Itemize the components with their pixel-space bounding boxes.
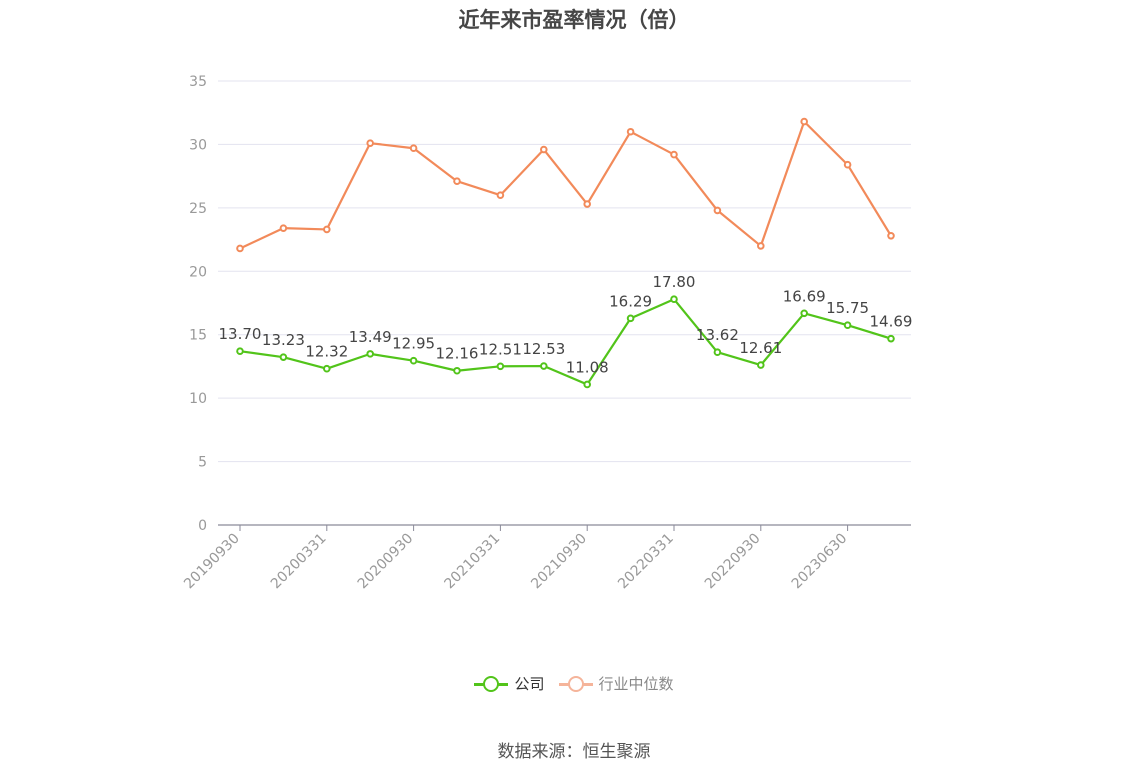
x-tick-label: 20210930 bbox=[528, 531, 590, 593]
data-point-industry-median bbox=[757, 242, 765, 250]
data-point-industry-median bbox=[236, 244, 244, 253]
x-tick-label: 20220331 bbox=[615, 531, 677, 593]
data-point-company bbox=[236, 347, 244, 356]
data-label: 16.29 bbox=[609, 292, 652, 310]
x-tick-label: 20220930 bbox=[702, 531, 764, 593]
data-point-industry-median bbox=[626, 127, 635, 136]
data-point-industry-median bbox=[540, 145, 548, 154]
data-source: 数据来源：恒生聚源 bbox=[497, 742, 651, 762]
data-point-industry-median bbox=[453, 177, 461, 186]
y-tick-label: 15 bbox=[189, 328, 207, 344]
legend-company-label: 公司 bbox=[514, 675, 545, 693]
data-point-company bbox=[453, 366, 461, 375]
data-point-company bbox=[713, 348, 722, 357]
x-tick-label: 20200331 bbox=[268, 531, 330, 593]
data-label: 13.49 bbox=[349, 328, 392, 346]
data-point-company bbox=[670, 295, 678, 303]
data-point-industry-median bbox=[583, 200, 592, 208]
data-label: 13.23 bbox=[262, 331, 305, 349]
data-point-company bbox=[323, 364, 331, 373]
data-label: 13.62 bbox=[696, 326, 739, 344]
y-tick-label: 25 bbox=[189, 201, 207, 217]
data-point-industry-median bbox=[366, 139, 375, 147]
data-point-company bbox=[800, 309, 809, 318]
data-point-industry-median bbox=[670, 150, 678, 159]
data-label: 17.80 bbox=[653, 273, 696, 291]
data-label: 16.69 bbox=[783, 287, 826, 305]
data-point-company bbox=[583, 380, 592, 389]
data-point-company bbox=[279, 353, 288, 361]
legend-industry-median-label: 行业中位数 bbox=[598, 675, 674, 693]
legend: 公司 行业中位数 bbox=[0, 673, 1148, 694]
data-label: 14.69 bbox=[870, 313, 913, 331]
data-point-industry-median bbox=[279, 224, 288, 232]
chart-title: 近年来市盈率情况（倍） bbox=[458, 8, 690, 32]
data-point-industry-median bbox=[800, 117, 809, 126]
y-tick-label: 30 bbox=[189, 137, 207, 153]
x-tick-label: 20210331 bbox=[442, 531, 504, 593]
y-tick-label: 35 bbox=[189, 74, 207, 90]
data-point-company bbox=[496, 362, 505, 371]
series-line-industry-median bbox=[239, 120, 892, 250]
y-tick-label: 20 bbox=[189, 264, 207, 280]
data-point-industry-median bbox=[713, 206, 722, 215]
data-point-company bbox=[626, 314, 635, 323]
x-tick-label: 20190930 bbox=[181, 531, 243, 593]
data-point-industry-median bbox=[843, 160, 852, 169]
data-label: 13.70 bbox=[219, 325, 262, 343]
data-point-company bbox=[757, 361, 765, 369]
data-point-industry-median bbox=[887, 231, 895, 240]
data-point-industry-median bbox=[323, 225, 331, 234]
data-label: 12.95 bbox=[392, 335, 435, 353]
x-tick-label: 20230630 bbox=[789, 531, 851, 593]
data-point-company bbox=[409, 356, 418, 365]
data-point-company bbox=[366, 350, 375, 358]
data-point-industry-median bbox=[496, 191, 505, 199]
series-line-company bbox=[239, 298, 892, 386]
data-point-company bbox=[540, 362, 548, 370]
legend-industry-median-marker-icon bbox=[558, 674, 593, 694]
y-tick-label: 10 bbox=[189, 391, 207, 407]
legend-item-company[interactable]: 公司 bbox=[474, 673, 545, 694]
data-label: 12.51 bbox=[479, 340, 522, 358]
legend-company-marker-icon bbox=[474, 674, 509, 694]
y-tick-label: 0 bbox=[198, 518, 207, 534]
data-label: 12.16 bbox=[436, 345, 479, 363]
data-label: 11.08 bbox=[566, 358, 609, 376]
data-label: 15.75 bbox=[826, 299, 869, 317]
data-label: 12.32 bbox=[305, 343, 348, 361]
x-tick-label: 20200930 bbox=[355, 531, 417, 593]
data-point-company bbox=[887, 334, 895, 343]
data-point-industry-median bbox=[409, 144, 418, 153]
legend-item-industry-median[interactable]: 行业中位数 bbox=[558, 673, 674, 694]
y-tick-label: 5 bbox=[198, 455, 207, 471]
data-label: 12.53 bbox=[522, 340, 565, 358]
data-label: 12.61 bbox=[739, 339, 782, 357]
data-point-company bbox=[843, 321, 852, 330]
